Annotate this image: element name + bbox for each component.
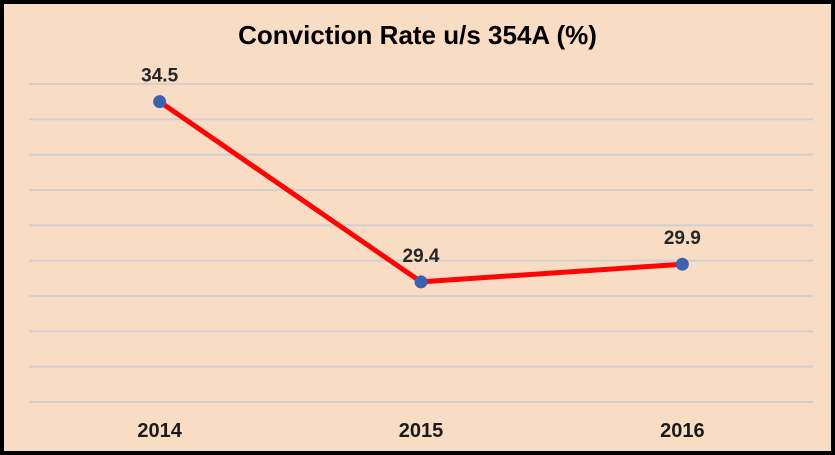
x-axis-label-2014: 2014 — [137, 420, 182, 442]
x-axis-label-2016: 2016 — [660, 420, 705, 442]
chart-svg: 34.5 2014 29.4 2015 29.9 2016 — [29, 66, 813, 442]
data-point-marker-2014 — [153, 95, 167, 109]
data-point-marker-2015 — [414, 275, 428, 289]
x-axis-label-2015: 2015 — [399, 420, 444, 442]
data-point-marker-2016 — [675, 257, 689, 271]
data-label-2016: 29.9 — [664, 228, 701, 249]
chart-title: Conviction Rate u/s 354A (%) — [238, 20, 597, 50]
data-label-2014: 34.5 — [141, 66, 178, 87]
data-label-2015: 29.4 — [403, 246, 440, 267]
